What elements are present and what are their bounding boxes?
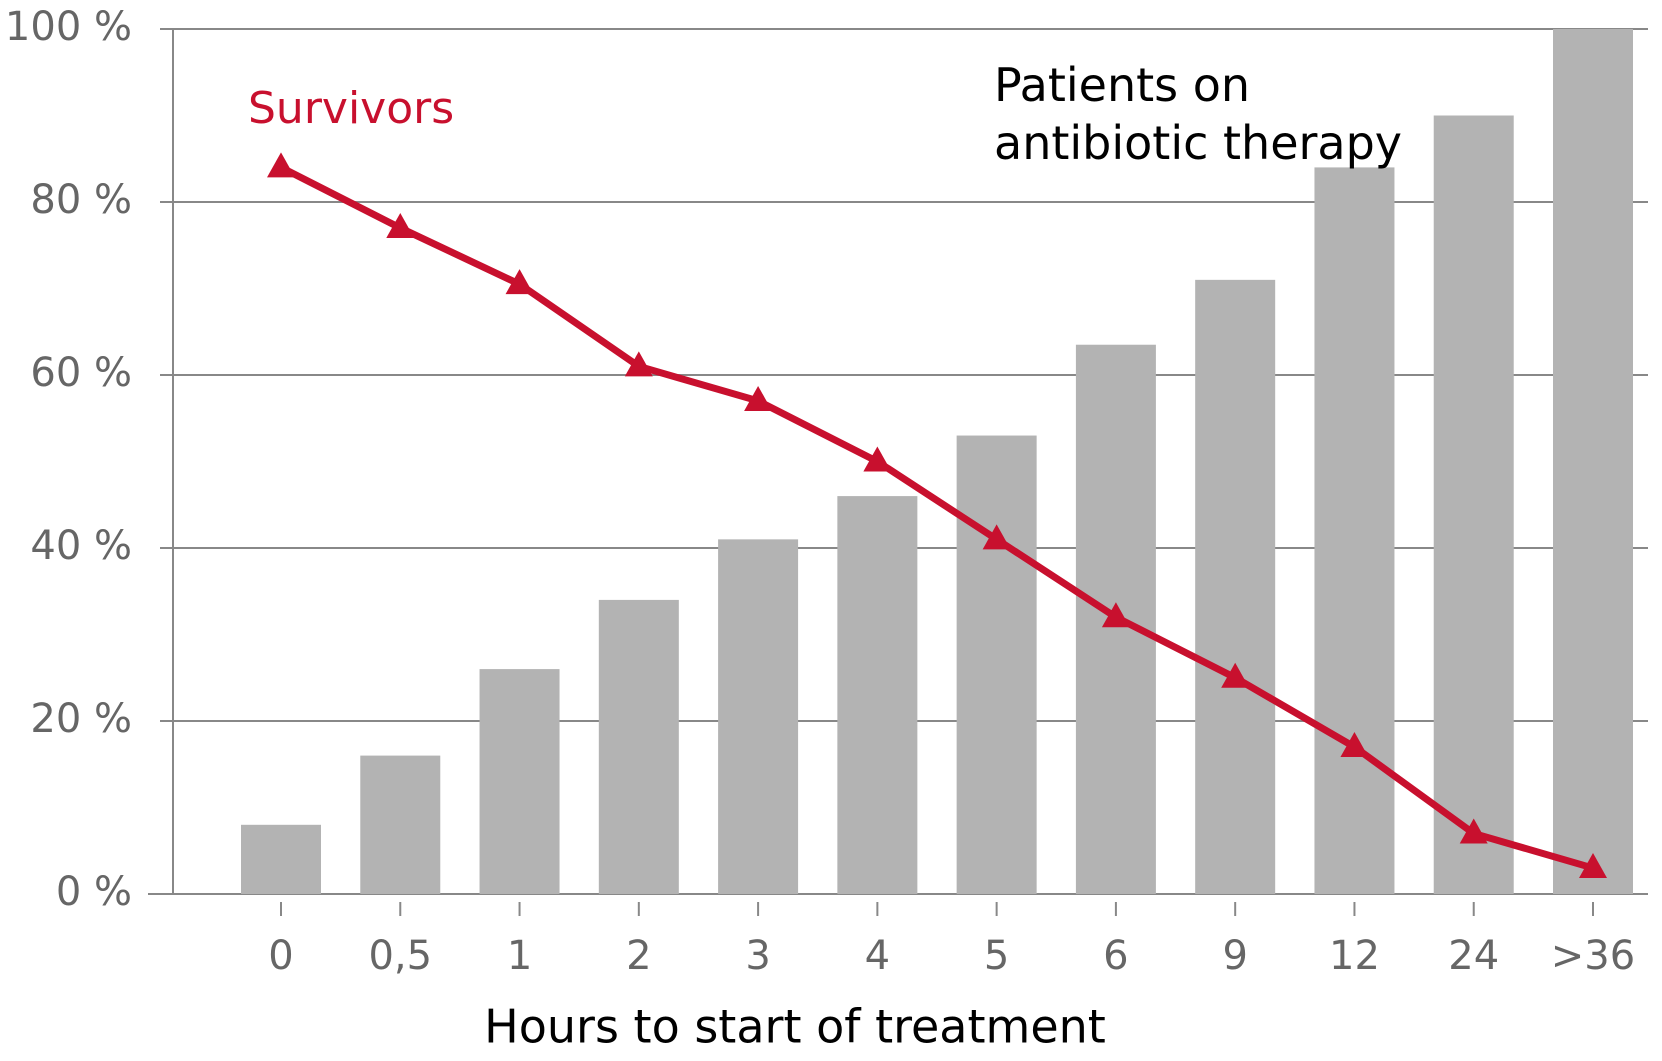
marker <box>1101 602 1130 628</box>
marker <box>505 269 534 295</box>
y-tick-label: 20 % <box>30 696 132 742</box>
x-axis-label: Hours to start of treatment <box>484 1000 1106 1054</box>
bar <box>837 496 918 894</box>
x-tick-label: 24 <box>1448 933 1499 979</box>
x-tick-label: 1 <box>507 933 532 979</box>
bar-series-label: Patients on antibiotic therapy <box>994 58 1403 170</box>
marker <box>1340 731 1369 757</box>
marker <box>982 524 1011 550</box>
x-tick-label: 6 <box>1103 933 1128 979</box>
line <box>279 164 1594 872</box>
marker <box>863 446 892 472</box>
bar <box>479 669 560 894</box>
bar <box>1314 167 1395 894</box>
y-tick-label: 100 % <box>5 4 132 50</box>
y-tick-label: 80 % <box>30 177 132 223</box>
marker <box>386 212 415 238</box>
y-tick-label: 40 % <box>30 523 132 569</box>
marker <box>1579 853 1607 879</box>
bar <box>1195 279 1276 895</box>
x-tick-label: 2 <box>626 933 651 979</box>
y-tick-label: 0 % <box>56 869 132 915</box>
x-tick-label: 3 <box>745 933 770 979</box>
bar <box>241 824 321 894</box>
bar <box>360 755 441 894</box>
marker <box>1459 818 1488 844</box>
marker <box>267 152 295 178</box>
bar <box>718 539 799 894</box>
line-series-label: Survivors <box>248 83 454 134</box>
x-tick-label: 5 <box>984 933 1009 979</box>
bar <box>956 435 1037 894</box>
bar <box>1553 29 1633 894</box>
x-tick-label: 4 <box>865 933 890 979</box>
x-tick-label: 0,5 <box>368 933 432 979</box>
bar <box>598 599 679 894</box>
marker <box>624 351 653 377</box>
x-tick-label: >36 <box>1551 933 1635 979</box>
y-tick-label: 60 % <box>30 350 132 396</box>
bar <box>1433 115 1514 894</box>
marker <box>744 385 773 411</box>
x-tick-label: 9 <box>1222 933 1247 979</box>
x-tick-label: 12 <box>1329 933 1380 979</box>
x-tick-label: 0 <box>268 933 293 979</box>
marker <box>1221 662 1250 688</box>
